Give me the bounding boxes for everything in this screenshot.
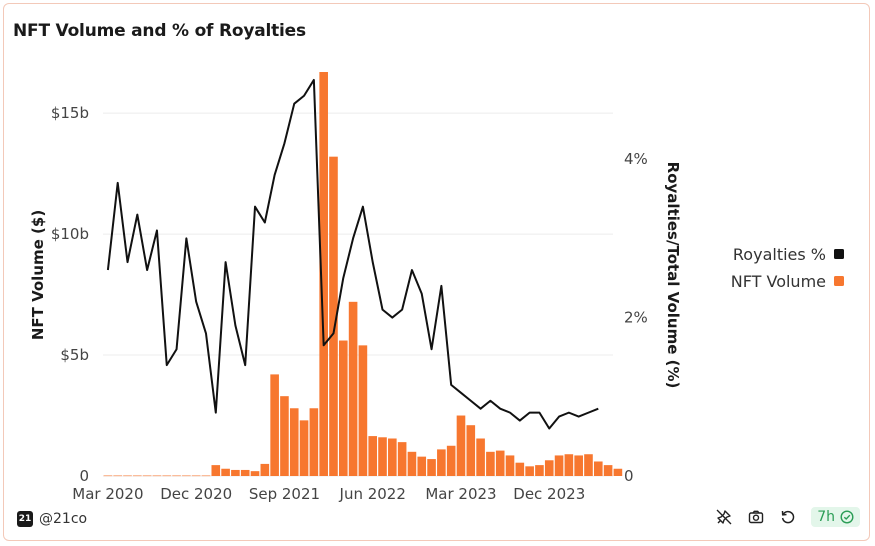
volume-bar — [535, 465, 544, 476]
y-right-tick-label: 4% — [624, 150, 648, 168]
camera-icon[interactable] — [747, 508, 765, 526]
volume-bar — [437, 449, 446, 476]
legend: Royalties % NFT Volume — [731, 245, 844, 291]
volume-bar — [397, 442, 407, 476]
volume-bars — [103, 72, 623, 477]
chart-title: NFT Volume and % of Royalties — [13, 21, 306, 41]
y-right-tick-label: 0 — [624, 467, 634, 485]
volume-bar — [544, 460, 554, 476]
volume-bar — [593, 461, 603, 476]
y-right-tick-label: 2% — [624, 309, 648, 327]
volume-bar — [495, 450, 505, 476]
x-tick-label: Dec 2020 — [160, 485, 232, 503]
volume-bar — [584, 454, 593, 476]
volume-bar — [201, 475, 211, 477]
chart-card — [3, 3, 870, 541]
y-left-tick-label: $5b — [60, 346, 89, 364]
volume-bar — [476, 438, 485, 476]
volume-bar — [319, 72, 328, 476]
volume-bar — [270, 374, 279, 476]
volume-bar — [613, 468, 623, 476]
volume-bar — [182, 475, 191, 477]
brand: 21 @21co — [17, 511, 87, 527]
refresh-icon[interactable] — [779, 508, 797, 526]
volume-bar — [240, 469, 250, 476]
volume-bar — [280, 396, 289, 476]
volume-bar — [329, 156, 338, 476]
volume-bar — [368, 436, 378, 476]
volume-bar — [113, 475, 123, 477]
volume-bar — [564, 454, 574, 476]
volume-bar — [554, 455, 564, 476]
volume-bar — [486, 451, 495, 476]
volume-bar — [133, 475, 142, 477]
age-badge-label: 7h — [817, 509, 835, 525]
volume-bar — [446, 445, 456, 476]
volume-bar — [309, 408, 319, 476]
y-left-tick-label: $10b — [51, 225, 89, 243]
y-left-tick-label: 0 — [79, 467, 89, 485]
volume-bar — [152, 475, 162, 477]
volume-bar — [250, 471, 260, 476]
legend-label[interactable]: Royalties % — [733, 245, 826, 264]
brand-label[interactable]: @21co — [39, 511, 88, 527]
x-tick-label: Mar 2020 — [72, 485, 143, 503]
volume-bar — [574, 455, 583, 476]
volume-bar — [211, 465, 221, 476]
x-axis: Mar 2020 Dec 2020 Sep 2021 Jun 2022 Mar 2023… — [72, 485, 585, 503]
gridlines — [103, 112, 613, 477]
age-badge: 7h — [811, 507, 860, 527]
y-axis-right: 0 2% 4% — [624, 150, 648, 485]
volume-bar — [260, 463, 270, 476]
legend-swatch — [834, 249, 844, 259]
volume-bar — [191, 475, 201, 477]
pin-off-icon[interactable] — [715, 508, 733, 526]
y-left-tick-label: $15b — [51, 104, 89, 122]
volume-bar — [103, 475, 113, 477]
volume-bar — [289, 408, 299, 476]
volume-bar — [466, 425, 476, 476]
volume-bar — [378, 437, 387, 476]
volume-bar — [417, 456, 427, 476]
volume-bar — [142, 475, 152, 477]
volume-bar — [299, 420, 309, 476]
x-tick-label: Sep 2021 — [249, 485, 320, 503]
check-circle-icon — [840, 510, 854, 524]
volume-bar — [603, 465, 613, 476]
volume-bar — [525, 466, 534, 476]
footer-toolbar: 7h — [715, 507, 860, 527]
volume-bar — [456, 415, 466, 476]
royalties-line — [106, 78, 599, 430]
y-axis-right-title: Royalties/Total Volume (%) — [664, 162, 682, 389]
y-axis-left-title: NFT Volume ($) — [29, 210, 47, 340]
volume-bar — [172, 475, 181, 477]
volume-bar — [221, 468, 230, 476]
volume-bar — [338, 340, 348, 476]
volume-bar — [231, 469, 240, 476]
volume-bar — [515, 462, 525, 476]
y-axis-left: 0 $5b $10b $15b — [51, 104, 89, 485]
volume-bar — [162, 475, 172, 477]
volume-bar — [348, 301, 358, 476]
volume-bar — [427, 459, 436, 476]
volume-bar — [407, 451, 417, 476]
x-tick-label: Dec 2023 — [513, 485, 585, 503]
volume-bar — [123, 475, 132, 477]
brand-logo-icon: 21 — [17, 511, 33, 527]
volume-bar — [358, 345, 368, 476]
volume-bar — [388, 438, 397, 476]
legend-swatch — [834, 276, 844, 286]
volume-bar — [505, 455, 515, 476]
x-tick-label: Mar 2023 — [425, 485, 496, 503]
x-tick-label: Jun 2022 — [339, 485, 406, 503]
legend-label[interactable]: NFT Volume — [731, 272, 826, 291]
